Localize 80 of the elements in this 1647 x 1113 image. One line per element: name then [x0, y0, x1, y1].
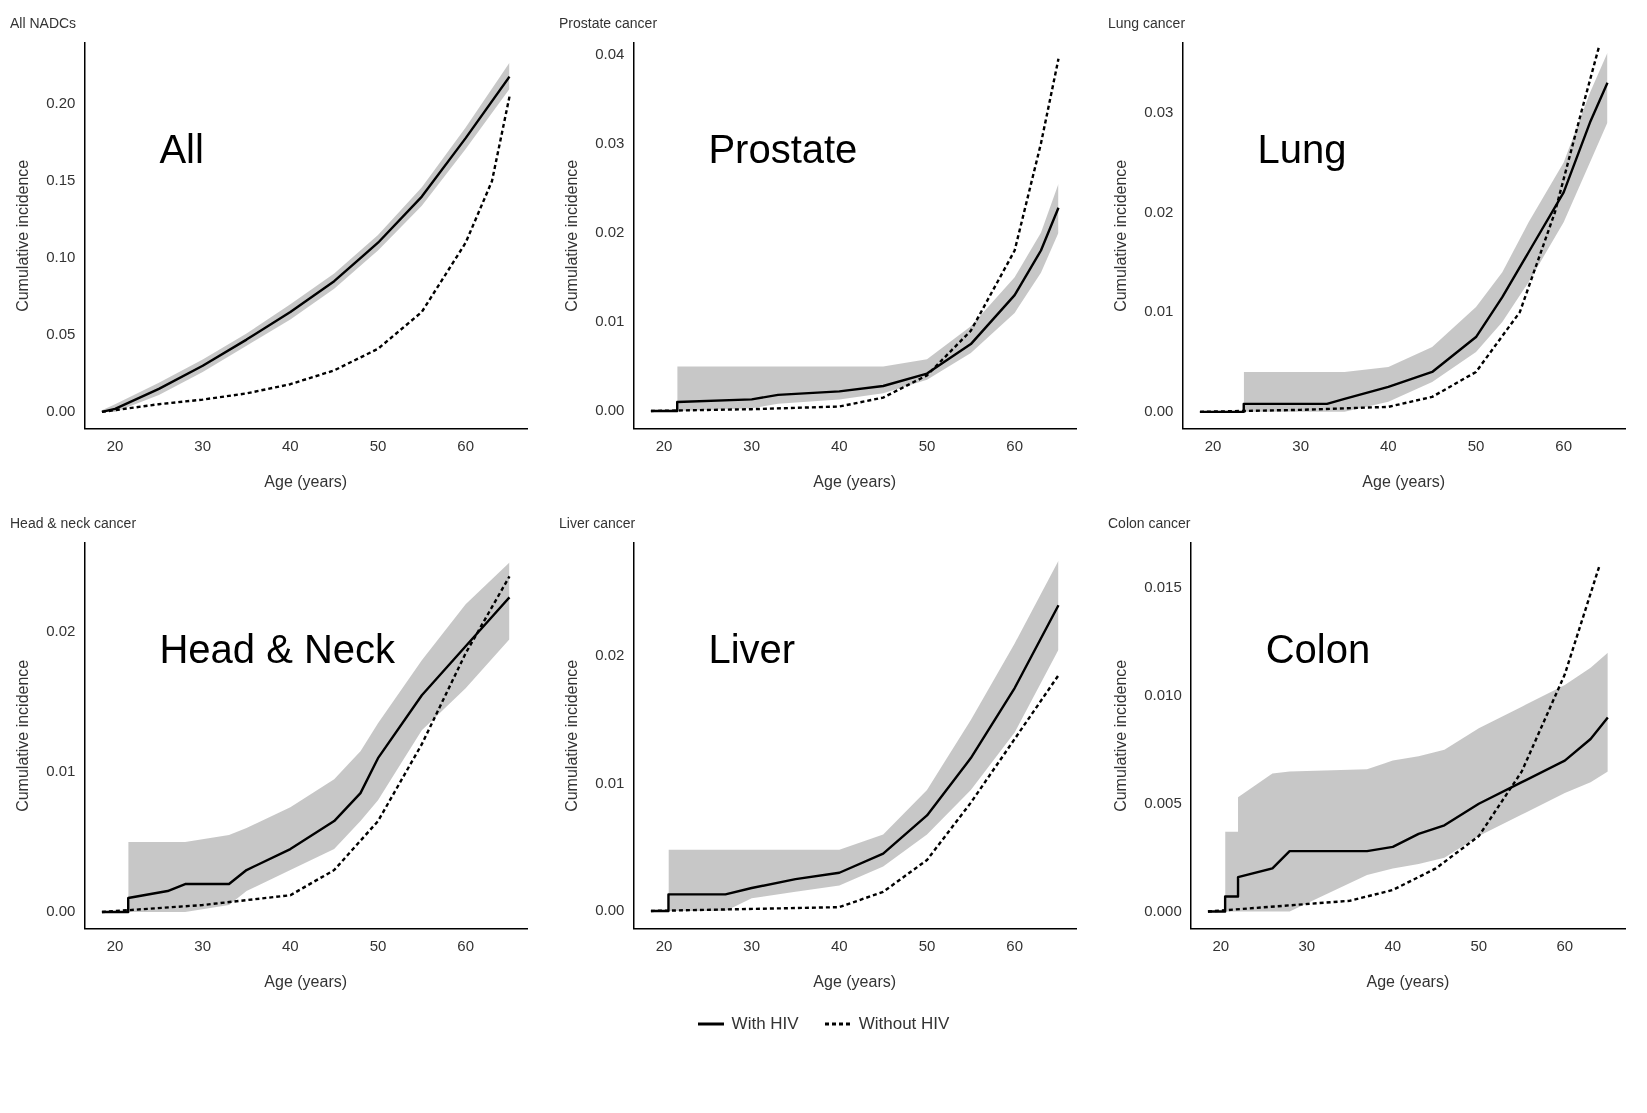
x-tick-label: 40 [282, 436, 299, 454]
x-tick-label: 40 [831, 936, 848, 954]
annotation: Prostate [708, 126, 858, 171]
x-tick-label: 20 [655, 936, 673, 954]
x-axis-title: Age (years) [1362, 472, 1446, 490]
x-tick-label: 30 [743, 936, 761, 954]
y-tick-label: 0.000 [1144, 901, 1182, 919]
x-tick-label: 20 [655, 436, 673, 454]
y-tick-label: 0.10 [46, 248, 76, 266]
x-tick-label: 20 [106, 936, 124, 954]
x-tick-label: 30 [743, 436, 761, 454]
y-tick-label: 0.04 [595, 44, 625, 62]
y-tick-label: 0.01 [46, 762, 76, 780]
x-tick-label: 30 [194, 936, 212, 954]
y-tick-label: 0.00 [46, 402, 76, 420]
y-tick-label: 0.010 [1144, 686, 1182, 704]
chart-title: Head & neck cancer [10, 515, 137, 532]
y-tick-label: 0.03 [1144, 102, 1174, 120]
x-tick-label: 50 [918, 436, 936, 454]
y-tick-label: 0.05 [46, 325, 76, 343]
x-tick-label: 50 [369, 936, 387, 954]
y-tick-label: 0.02 [595, 222, 625, 240]
x-tick-label: 60 [1556, 936, 1574, 954]
x-tick-label: 30 [1292, 436, 1310, 454]
legend-label: Without HIV [858, 1014, 950, 1034]
y-axis-title: Cumulative incidence [14, 159, 32, 312]
y-tick-label: 0.02 [46, 622, 76, 640]
x-axis-title: Age (years) [264, 472, 348, 490]
y-axis-title: Cumulative incidence [563, 659, 581, 812]
x-tick-label: 40 [282, 936, 299, 954]
y-tick-label: 0.15 [46, 171, 76, 189]
annotation: Liver [708, 626, 796, 671]
x-tick-label: 20 [1212, 936, 1230, 954]
x-axis-title: Age (years) [813, 972, 897, 990]
x-tick-label: 20 [106, 436, 124, 454]
x-tick-label: 40 [1380, 436, 1397, 454]
y-tick-label: 0.00 [595, 401, 625, 419]
x-axis-title: Age (years) [264, 972, 348, 990]
x-tick-label: 60 [1006, 436, 1023, 454]
annotation: Lung [1257, 126, 1347, 171]
x-tick-label: 30 [194, 436, 212, 454]
x-tick-label: 50 [1467, 436, 1485, 454]
x-tick-label: 50 [369, 436, 387, 454]
x-tick-label: 30 [1298, 936, 1316, 954]
x-tick-label: 60 [457, 936, 474, 954]
y-tick-label: 0.005 [1144, 793, 1182, 811]
x-axis-title: Age (years) [1366, 972, 1450, 990]
x-tick-label: 60 [1006, 936, 1023, 954]
chart-title: Colon cancer [1108, 515, 1191, 532]
y-tick-label: 0.00 [46, 902, 76, 920]
y-tick-label: 0.00 [595, 901, 625, 919]
y-tick-label: 0.01 [595, 311, 625, 329]
x-tick-label: 40 [1384, 936, 1402, 954]
y-tick-label: 0.02 [595, 646, 625, 664]
x-tick-label: 40 [831, 436, 848, 454]
x-tick-label: 20 [1204, 436, 1222, 454]
y-axis-title: Cumulative incidence [14, 659, 32, 812]
y-tick-label: 0.02 [1144, 202, 1174, 220]
chart-title: Liver cancer [559, 515, 636, 532]
y-axis-title: Cumulative incidence [1112, 159, 1130, 312]
legend-label: With HIV [731, 1014, 799, 1034]
x-tick-label: 60 [457, 436, 474, 454]
y-tick-label: 0.01 [1144, 302, 1174, 320]
y-tick-label: 0.01 [595, 773, 625, 791]
annotation: Head & Neck [159, 626, 397, 671]
annotation: All [159, 126, 204, 171]
x-tick-label: 50 [918, 936, 936, 954]
x-axis-title: Age (years) [813, 472, 897, 490]
y-tick-label: 0.03 [595, 133, 625, 151]
x-tick-label: 60 [1555, 436, 1572, 454]
y-axis-title: Cumulative incidence [1112, 659, 1130, 812]
chart-title: Prostate cancer [559, 15, 658, 32]
y-axis-title: Cumulative incidence [563, 159, 581, 312]
x-tick-label: 50 [1470, 936, 1488, 954]
y-tick-label: 0.00 [1144, 401, 1174, 419]
y-tick-label: 0.20 [46, 94, 76, 112]
y-tick-label: 0.015 [1144, 578, 1182, 596]
chart-title: All NADCs [10, 15, 77, 32]
annotation: Colon [1265, 626, 1371, 671]
chart-title: Lung cancer [1108, 15, 1186, 32]
